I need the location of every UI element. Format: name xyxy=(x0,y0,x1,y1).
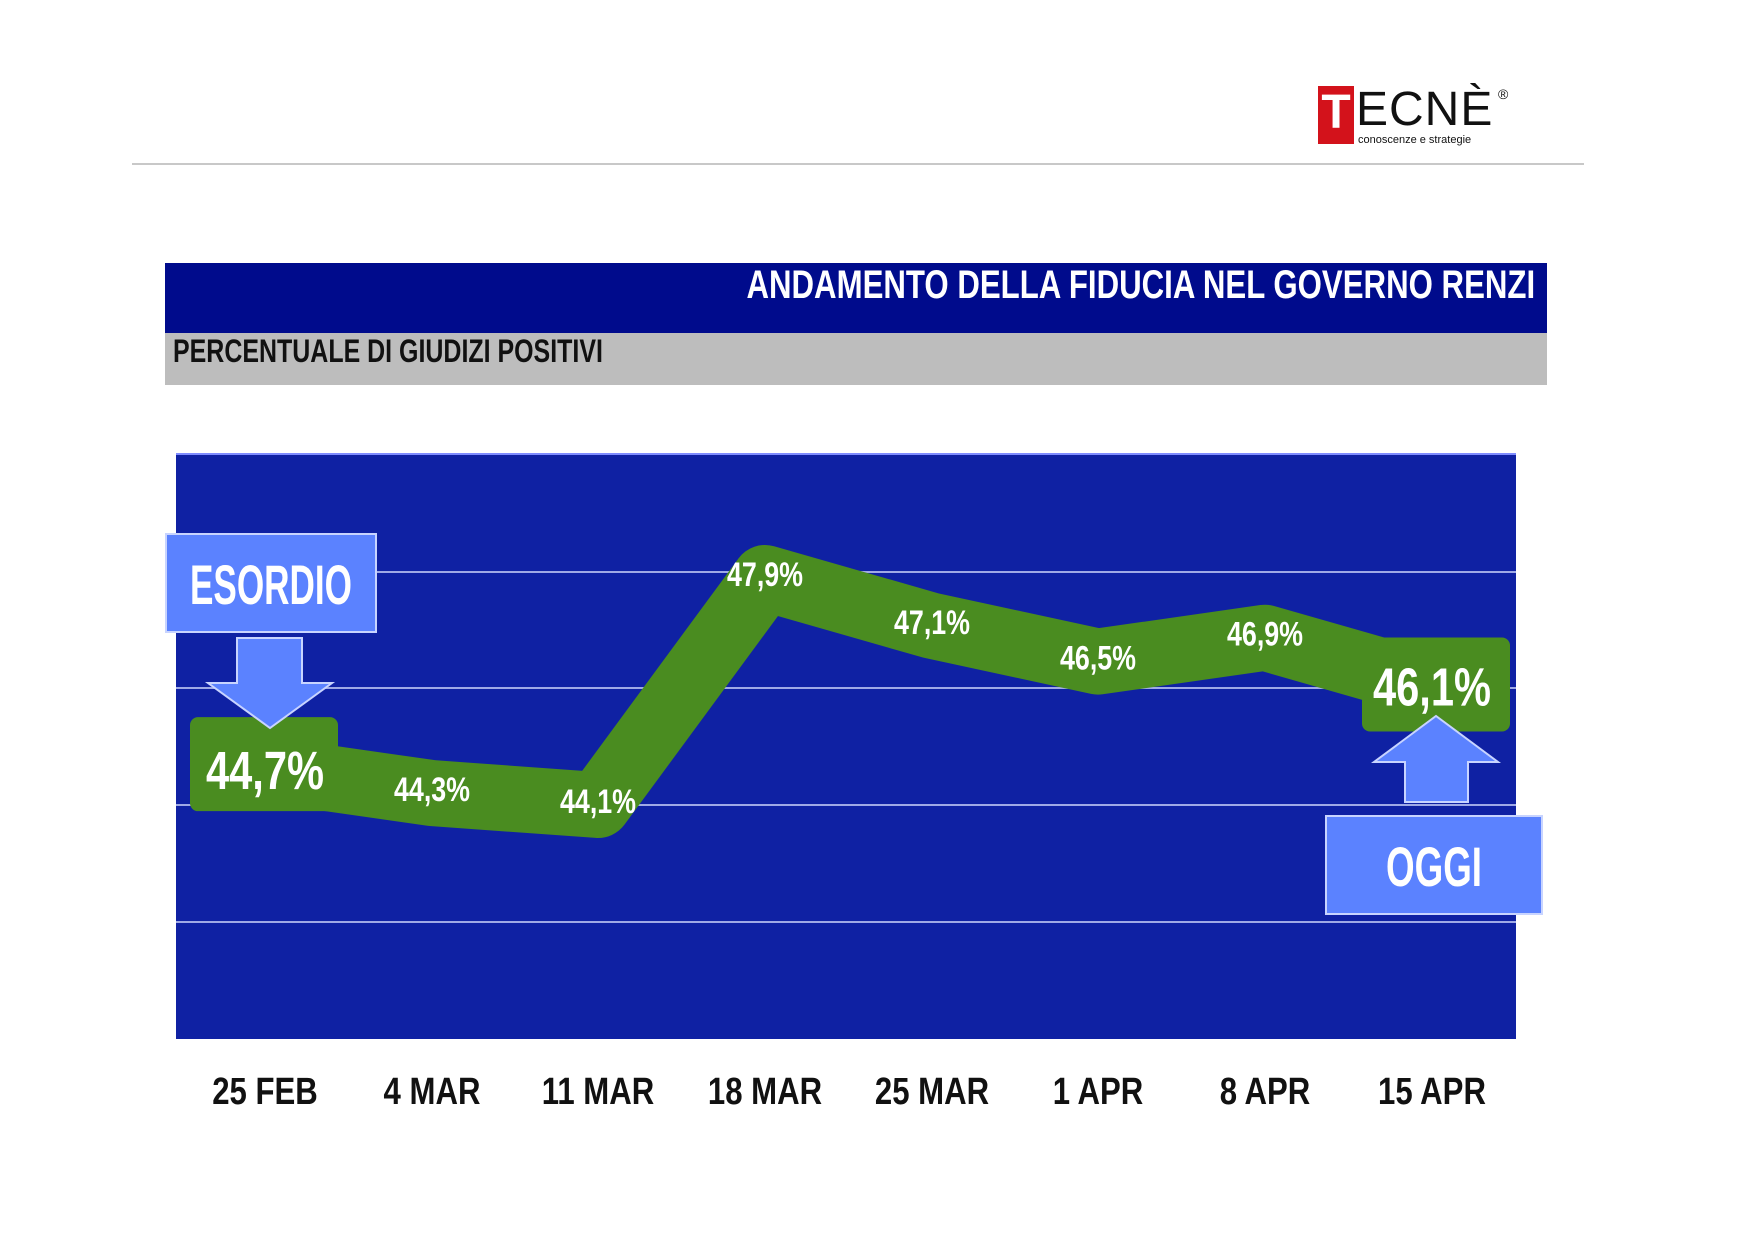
plot-area xyxy=(176,454,1516,1039)
x-tick-label: 11 MAR xyxy=(542,1071,655,1113)
x-tick-label: 8 APR xyxy=(1220,1071,1311,1113)
x-tick-label: 4 MAR xyxy=(384,1071,481,1113)
start-value-box xyxy=(190,717,338,812)
data-label: 46,5% xyxy=(1060,640,1136,678)
arrow-down-icon xyxy=(204,637,336,730)
logo-red-block xyxy=(1318,86,1354,144)
header-divider xyxy=(132,163,1584,165)
oggi-callout-box xyxy=(1325,815,1543,915)
title-bar: ANDAMENTO DELLA FIDUCIA NEL GOVERNO RENZ… xyxy=(165,263,1547,333)
logo-wordmark: ECNÈ xyxy=(1356,83,1494,136)
x-tick-label: 25 MAR xyxy=(875,1071,989,1113)
subtitle-bar: PERCENTUALE DI GIUDIZI POSITIVI xyxy=(165,333,1547,385)
x-tick-label: 1 APR xyxy=(1053,1071,1144,1113)
logo-letter: T xyxy=(1321,86,1351,139)
chart-subtitle: PERCENTUALE DI GIUDIZI POSITIVI xyxy=(173,333,603,369)
data-label: 47,1% xyxy=(894,604,970,642)
x-tick-label: 25 FEB xyxy=(212,1071,318,1113)
logo-tagline: conoscenze e strategie xyxy=(1358,134,1472,146)
data-label: 44,7% xyxy=(206,741,324,801)
trend-line xyxy=(232,545,1465,838)
chart-title: ANDAMENTO DELLA FIDUCIA NEL GOVERNO RENZ… xyxy=(746,263,1535,307)
tecne-logo: T ECNÈ ® conoscenze e strategie xyxy=(1318,84,1518,148)
esordio-callout-box xyxy=(165,533,377,633)
esordio-label: ESORDIO xyxy=(190,553,352,616)
data-label: 44,3% xyxy=(394,771,470,809)
end-value-box xyxy=(1362,637,1510,732)
data-label: 46,1% xyxy=(1373,658,1491,718)
logo-registered-mark: ® xyxy=(1498,86,1509,102)
x-tick-label: 15 APR xyxy=(1378,1071,1486,1113)
oggi-label: OGGI xyxy=(1386,835,1482,898)
data-label: 47,9% xyxy=(727,556,803,594)
arrow-up-icon xyxy=(1370,714,1502,803)
x-tick-label: 18 MAR xyxy=(708,1071,822,1113)
data-label: 46,9% xyxy=(1227,616,1303,654)
data-label: 44,1% xyxy=(560,783,636,821)
